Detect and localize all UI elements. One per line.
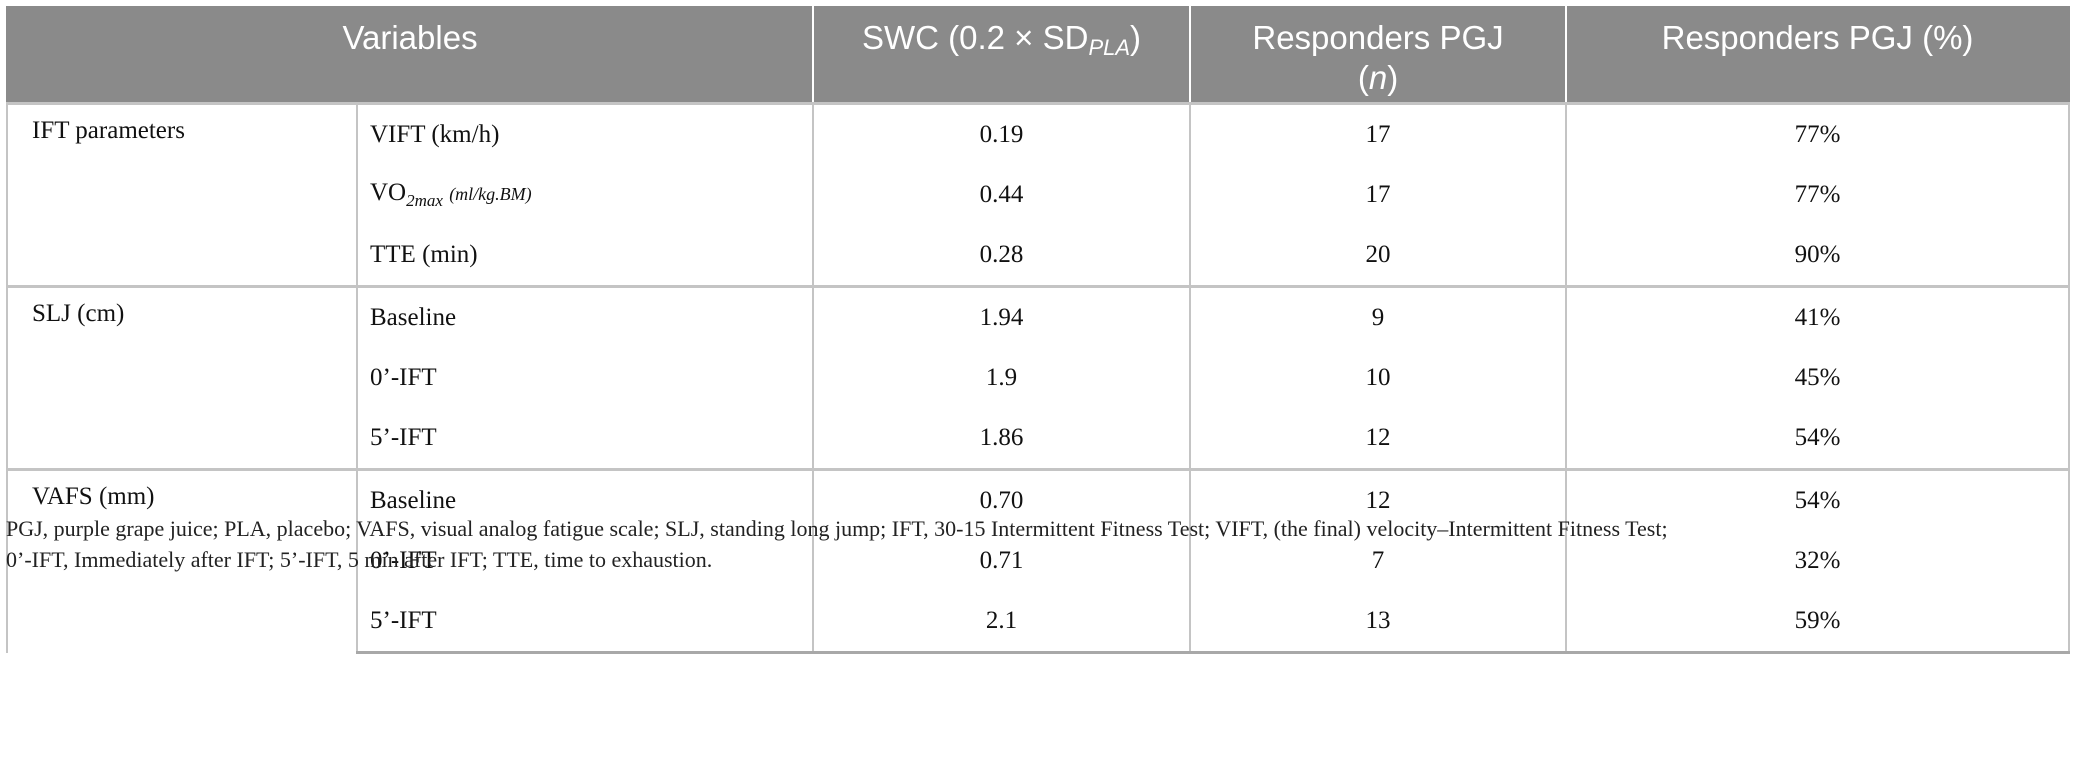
header-responders-n: Responders PGJ (n) xyxy=(1189,6,1568,104)
responders-pct-cell: 45% xyxy=(1565,347,2071,409)
header-swc: SWC (0.2 × SDPLA) xyxy=(812,6,1192,104)
responders-pct-cell: 54% xyxy=(1565,468,2071,531)
swc-cell: 0.19 xyxy=(812,102,1192,165)
footnote-line-1: PGJ, purple grape juice; PLA, placebo; V… xyxy=(6,516,1668,541)
table-footnote: PGJ, purple grape juice; PLA, placebo; V… xyxy=(6,513,2068,575)
group-label: SLJ (cm) xyxy=(6,285,358,470)
variable-cell: TTE (min) xyxy=(355,225,815,287)
responders-n-cell: 13 xyxy=(1189,591,1568,654)
header-variables: Variables xyxy=(5,6,815,104)
responders-n-cell: 10 xyxy=(1189,347,1568,409)
responders-n-cell: 9 xyxy=(1189,285,1568,348)
responders-n-cell: 7 xyxy=(1189,530,1568,592)
responders-pct-cell: 59% xyxy=(1565,591,2071,654)
responders-pct-cell: 77% xyxy=(1565,164,2071,226)
swc-cell: 0.70 xyxy=(812,468,1192,531)
swc-cell: 2.1 xyxy=(812,591,1192,654)
variable-cell: 0’-IFT xyxy=(355,347,815,409)
footnote-line-2: 0’-IFT, Immediately after IFT; 5’-IFT, 5… xyxy=(6,547,713,572)
header-responders-pct: Responders PGJ (%) xyxy=(1565,6,2071,104)
table-row: TTE (min) 0.28 20 90% xyxy=(7,225,2071,287)
variable-cell: Baseline xyxy=(355,468,815,531)
responders-pct-cell: 90% xyxy=(1565,225,2071,287)
swc-cell: 0.44 xyxy=(812,164,1192,226)
responders-pct-cell: 77% xyxy=(1565,102,2071,165)
table-row: 0’-IFT 1.9 10 45% xyxy=(7,347,2071,409)
swc-cell: 1.86 xyxy=(812,408,1192,470)
table-row: 5’-IFT 2.1 13 59% xyxy=(7,591,2071,654)
table-row: 5’-IFT 1.86 12 54% xyxy=(7,408,2071,470)
variable-cell: VO2max (ml/kg.BM) xyxy=(355,164,815,226)
results-table-container: Variables SWC (0.2 × SDPLA) Responders P… xyxy=(5,6,2071,654)
responders-n-cell: 17 xyxy=(1189,164,1568,226)
responders-n-cell: 17 xyxy=(1189,102,1568,165)
swc-cell: 1.9 xyxy=(812,347,1192,409)
responders-n-cell: 20 xyxy=(1189,225,1568,287)
responders-pct-cell: 41% xyxy=(1565,285,2071,348)
table-row: VAFS (mm) Baseline 0.70 12 54% xyxy=(6,468,2071,653)
table-row: 0’-IFT 0.71 7 32% xyxy=(7,530,2071,592)
swc-cell: 1.94 xyxy=(812,285,1192,348)
responders-n-cell: 12 xyxy=(1189,408,1568,470)
responders-pct-cell: 32% xyxy=(1565,530,2071,592)
responders-n-cell: 12 xyxy=(1189,468,1568,531)
header-row: Variables SWC (0.2 × SDPLA) Responders P… xyxy=(5,6,2071,104)
table-row: IFT parameters VIFT (km/h) 0.19 17 77% xyxy=(6,102,2071,287)
group-label: VAFS (mm) xyxy=(6,468,358,653)
responders-table: Variables SWC (0.2 × SDPLA) Responders P… xyxy=(5,6,2071,654)
variable-cell: 5’-IFT xyxy=(355,408,815,470)
variable-cell: 0’-IFT xyxy=(355,530,815,592)
variable-cell: Baseline xyxy=(355,285,815,348)
group-label: IFT parameters xyxy=(6,102,358,287)
responders-pct-cell: 54% xyxy=(1565,408,2071,470)
variable-cell: 5’-IFT xyxy=(355,591,815,654)
swc-cell: 0.28 xyxy=(812,225,1192,287)
table-row: SLJ (cm) Baseline 1.94 9 41% xyxy=(6,285,2071,470)
variable-cell: VIFT (km/h) xyxy=(355,102,815,165)
swc-cell: 0.71 xyxy=(812,530,1192,592)
table-row: VO2max (ml/kg.BM) 0.44 17 77% xyxy=(7,164,2071,226)
